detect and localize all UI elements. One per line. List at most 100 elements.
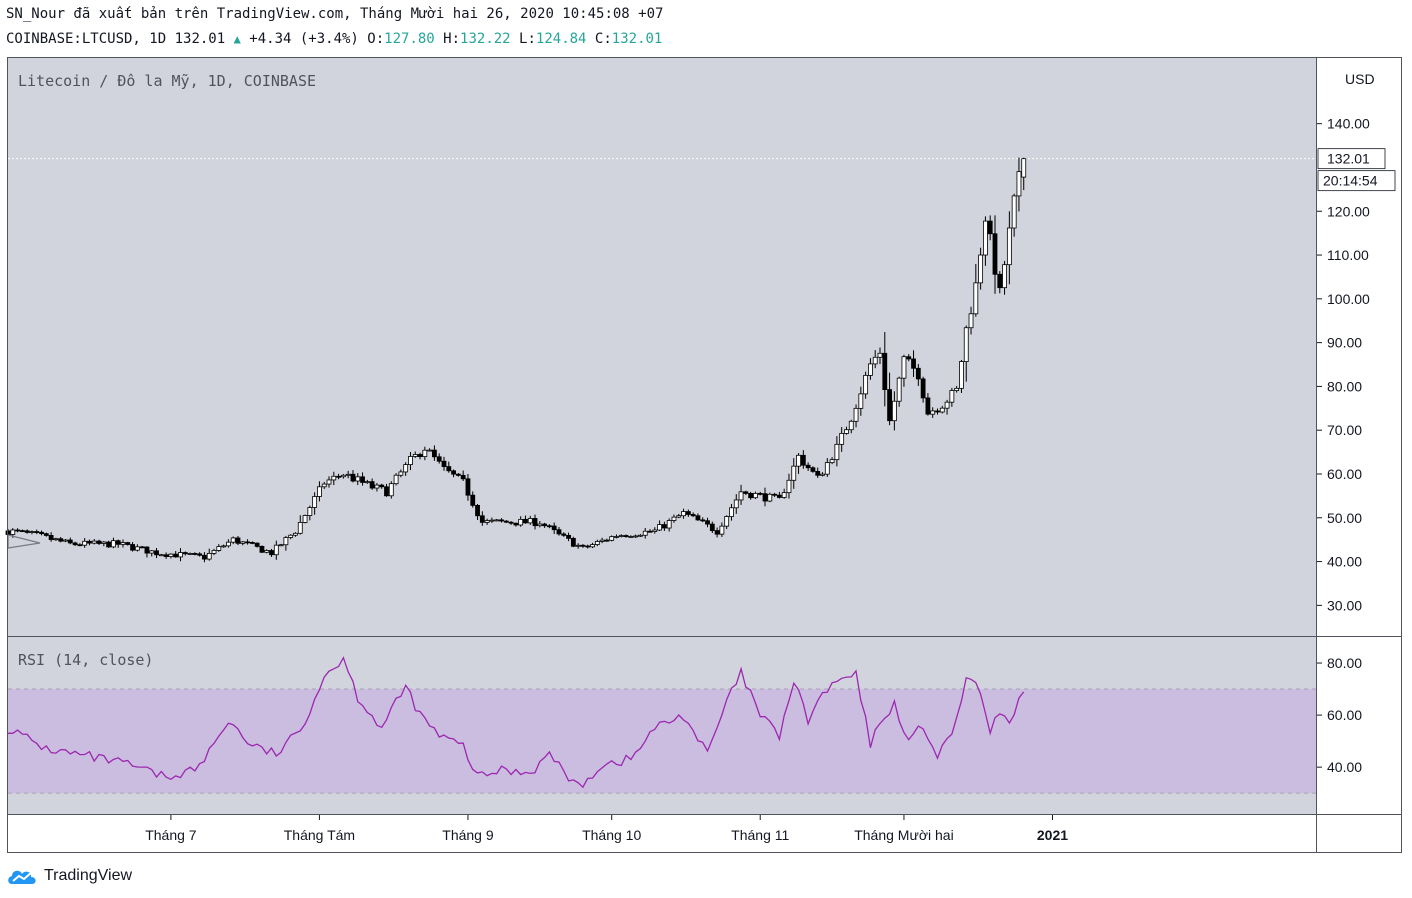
candle-body (719, 525, 725, 535)
time-tick-label: Tháng 10 (582, 827, 641, 843)
candle-body (297, 522, 303, 534)
candle-body (144, 546, 150, 554)
time-tick-label: Tháng 7 (145, 827, 197, 843)
brand-name: TradingView (44, 867, 133, 884)
candle-body (63, 539, 68, 542)
candle-body (661, 524, 667, 529)
candle-body (302, 515, 308, 523)
candle-body (221, 545, 227, 548)
candle-body (149, 550, 155, 554)
candle-body (882, 352, 888, 391)
time-tick-label: Tháng 9 (442, 827, 494, 843)
candle-body (235, 537, 241, 544)
candle-body (863, 374, 869, 395)
candle-body (748, 493, 754, 499)
candle-body (853, 407, 859, 422)
rsi-line (8, 656, 1025, 789)
candle-body (388, 483, 394, 497)
candle-body (317, 486, 322, 497)
price-tick-label: 120.00 (1327, 203, 1370, 219)
rsi-axis-bg[interactable] (1317, 637, 1401, 814)
candle-body (901, 356, 907, 379)
candle-body (197, 553, 203, 556)
candle-body (393, 474, 399, 485)
candle-body (604, 539, 610, 542)
candle-body (523, 518, 528, 524)
candle-body (642, 530, 648, 536)
candle-body (48, 535, 54, 540)
candle-body (551, 525, 557, 531)
candle-body (106, 541, 112, 548)
candle-body (412, 454, 418, 457)
candle-body (168, 553, 174, 557)
candle-body (34, 531, 40, 533)
candle-body (705, 520, 710, 525)
candle-body (868, 363, 873, 376)
candle-body (983, 220, 988, 256)
candle-body (556, 529, 562, 535)
candle-body (566, 534, 571, 539)
candle-body (614, 536, 619, 538)
candle-body (709, 523, 715, 532)
candle-body (714, 530, 720, 535)
rsi-pane-title: RSI (14, close) (18, 651, 153, 669)
open-label: O: (367, 31, 385, 47)
candle-body (403, 464, 409, 473)
candle-body (67, 539, 73, 544)
price-axis-unit: USD (1345, 71, 1375, 87)
candle-body (729, 507, 734, 517)
candle-body (532, 518, 538, 527)
candle-body (178, 552, 183, 558)
candle-body (638, 534, 643, 537)
countdown-label: 20:14:54 (1323, 173, 1378, 189)
time-axis-bg[interactable] (8, 815, 1316, 852)
candle-body (417, 454, 423, 458)
candle-body (15, 529, 20, 532)
candle-body (340, 474, 346, 478)
time-tick-label: Tháng Mười hai (854, 827, 953, 843)
price-tick-label: 110.00 (1327, 247, 1369, 263)
candle-body (312, 496, 318, 508)
candle-body (580, 544, 586, 547)
candle-body (278, 544, 284, 547)
candle-body (451, 470, 456, 475)
candle-body (599, 539, 605, 542)
price-change: +4.34 (+3.4%) (249, 31, 359, 47)
low-value: 124.84 (535, 31, 587, 47)
price-tick-label: 100.00 (1327, 291, 1370, 307)
candle-body (978, 254, 984, 284)
low-label: L: (519, 31, 536, 47)
candle-body (293, 532, 298, 536)
candle-body (249, 542, 255, 544)
candle-body (460, 474, 466, 480)
candle-body (997, 273, 1003, 289)
candle-body (513, 522, 519, 526)
candle-body (350, 473, 356, 482)
main-pane-bg[interactable] (8, 58, 1316, 636)
candle-body (585, 545, 591, 548)
candle-body (115, 540, 121, 545)
candle-body (800, 454, 806, 466)
rsi-tick-label: 40.00 (1327, 759, 1362, 775)
candle-body (561, 533, 567, 536)
candle-body (935, 410, 940, 413)
candle-body (101, 541, 107, 544)
price-tick-label: 50.00 (1327, 510, 1362, 526)
candle-body (594, 541, 600, 545)
last-price-badge-label: 132.01 (1327, 151, 1370, 167)
candle-body (87, 540, 92, 544)
brand-logo[interactable]: TradingView (6, 866, 132, 886)
candle-body (187, 553, 193, 555)
candle-body (192, 553, 198, 555)
candle-body (499, 519, 504, 522)
candle-body (992, 233, 998, 275)
candle-body (834, 443, 840, 461)
candle-body (225, 541, 231, 547)
candle-body (364, 481, 370, 484)
candle-body (111, 540, 116, 548)
candle-body (959, 361, 964, 389)
candle-body (762, 493, 768, 502)
price-tick-label: 60.00 (1327, 466, 1362, 482)
ohlc-legend: COINBASE:LTCUSD, 1D 132.01 ▲ +4.34 (+3.4… (6, 31, 662, 47)
